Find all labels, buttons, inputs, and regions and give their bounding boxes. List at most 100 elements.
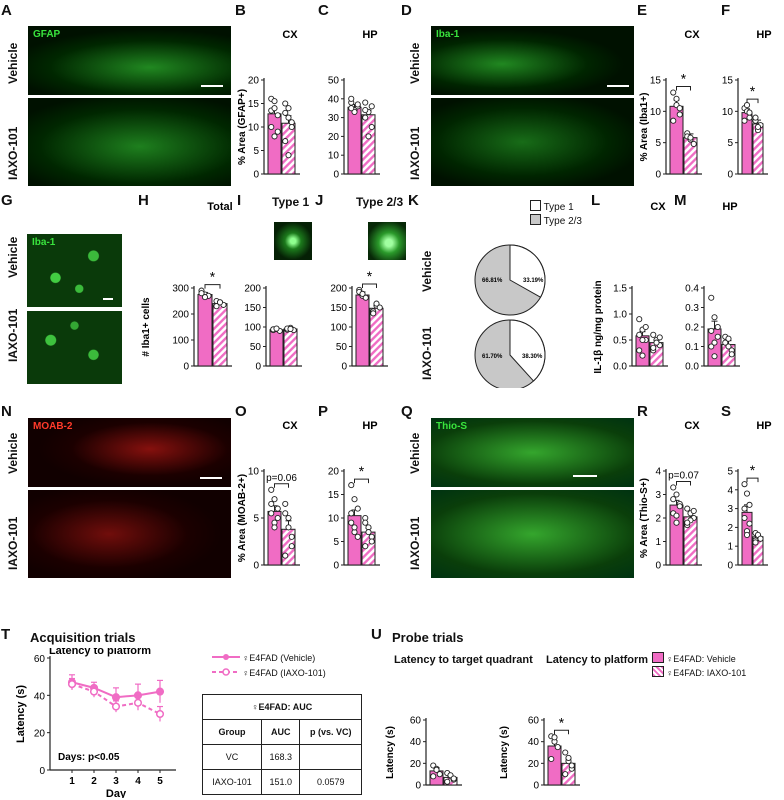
- y-tick-label: 0.3: [685, 303, 699, 314]
- y-tick-label: 10: [650, 107, 662, 118]
- y-axis-label: % Area (Thio-S+): [639, 478, 650, 558]
- panel-letter-n: N: [1, 403, 12, 420]
- data-point: [365, 133, 372, 140]
- x-axis-label: Day: [106, 788, 127, 798]
- chart-title: CX: [650, 201, 666, 213]
- data-point: [370, 310, 377, 317]
- significance-bracket: [746, 98, 759, 104]
- chart-title: HP: [756, 420, 771, 432]
- panel-letter-l: L: [591, 192, 601, 209]
- type1-cell-image: [274, 222, 312, 260]
- y-tick-label: 60: [528, 716, 540, 727]
- data-point: [746, 520, 753, 527]
- data-point: [288, 123, 295, 131]
- data-point: [752, 114, 759, 121]
- data-point: [711, 314, 718, 321]
- data-point: [111, 702, 121, 711]
- y-tick-label: 50: [250, 342, 262, 353]
- row-label-iaxo-n: IAXO-101: [6, 516, 20, 570]
- auc-table: ♀E4FAD: AUC Group AUC p (vs. VC) VC 168.…: [201, 694, 362, 795]
- pie-legend: Type 1 Type 2/3: [530, 200, 582, 228]
- y-tick-label: 10: [248, 123, 260, 134]
- data-point: [642, 323, 649, 331]
- data-point: [288, 533, 295, 540]
- y-tick-label: 0: [333, 561, 339, 572]
- panel-letter-e: E: [637, 2, 648, 19]
- significance-bracket: [676, 86, 691, 91]
- data-point: [673, 519, 680, 526]
- auc-cell: VC: [201, 744, 263, 770]
- data-point: [348, 482, 355, 489]
- y-tick-label: 15: [328, 490, 340, 501]
- line-chart-t: Latency to platform Latency (s) 0 20 40 60 1 2 3…: [15, 648, 176, 798]
- row-label-iaxo-q: IAXO-101: [408, 516, 422, 570]
- significance-label: *: [750, 462, 756, 478]
- data-point: [670, 484, 677, 491]
- y-tick-label: 5: [727, 467, 733, 478]
- data-point: [548, 755, 555, 763]
- data-point: [111, 693, 121, 702]
- y-tick-label: 0.5: [613, 336, 627, 347]
- data-point: [676, 503, 683, 510]
- data-point: [708, 327, 715, 334]
- u-target-title: Latency to target quadrant: [394, 654, 533, 666]
- y-axis-label: Latency (s): [15, 685, 27, 743]
- panel-letter-r: R: [637, 403, 648, 420]
- bar-chart-f: HP 0 5 10 15 *: [722, 29, 772, 181]
- significance-bracket: [746, 477, 759, 483]
- micrograph-iba1-zoom-iaxo: [27, 311, 122, 384]
- data-point: [271, 98, 278, 105]
- data-point: [282, 510, 289, 517]
- data-point: [376, 304, 383, 311]
- panel-letter-f: F: [721, 2, 731, 19]
- significance-bracket: [204, 284, 221, 289]
- legend-iaxo-u: ♀E4FAD: IAXO-101: [666, 668, 747, 678]
- y-axis-label: # Iba1+ cells: [141, 297, 152, 357]
- panel-letter-u: U: [371, 626, 382, 643]
- bar-chart-s: HP 0 1 2 3 4 5 *: [727, 420, 771, 572]
- y-tick-label: 100: [330, 323, 347, 334]
- pie-vehicle: [474, 244, 546, 316]
- data-point: [743, 531, 751, 538]
- data-point: [201, 294, 209, 301]
- bar-vehicle: [547, 745, 562, 786]
- scale-bar: [103, 298, 113, 300]
- data-point: [274, 128, 281, 135]
- significance-bracket: [554, 729, 569, 735]
- y-tick-label: 200: [244, 284, 261, 295]
- y-tick-label: 10: [328, 151, 340, 162]
- y-axis-label: Latency (s): [385, 726, 396, 779]
- y-tick-label: 20: [248, 76, 260, 87]
- y-tick-label: 0: [533, 781, 539, 792]
- y-tick-label: 4: [655, 467, 661, 478]
- auc-cell: 168.3: [261, 744, 301, 770]
- data-point: [271, 496, 278, 503]
- data-point: [282, 100, 289, 107]
- bar-chart-i: 0 50 100 150 200: [244, 284, 302, 373]
- data-point: [285, 514, 292, 522]
- significance-bracket: [354, 478, 369, 484]
- bar-chart-o: CX % Area (MOAB-2+) 0 5 10 p=0.06: [237, 420, 300, 572]
- data-point: [271, 105, 278, 112]
- significance-label: *: [681, 71, 687, 87]
- chart-title: HP: [362, 420, 377, 432]
- u-platform-title: Latency to platform: [546, 654, 649, 666]
- y-tick-label: 0.2: [685, 323, 699, 334]
- data-point: [746, 114, 753, 121]
- data-point: [133, 698, 143, 707]
- data-point: [708, 294, 715, 301]
- y-tick-label: 0: [333, 170, 339, 181]
- y-tick-label: 1: [655, 537, 661, 548]
- y-tick-label: 40: [528, 737, 540, 748]
- y-tick-label: 3: [655, 490, 661, 501]
- panel-letter-c: C: [318, 2, 329, 19]
- bar-vehicle: [267, 113, 282, 175]
- y-tick-label: 0: [655, 561, 661, 572]
- pie-iaxo: [474, 319, 546, 388]
- panel-letter-d: D: [401, 2, 412, 19]
- micrograph-iba1-zoom-vehicle: Iba-1: [27, 234, 122, 307]
- data-point: [271, 524, 278, 531]
- data-point: [198, 290, 205, 297]
- significance-bracket: [274, 483, 289, 488]
- legend-u: ♀E4FAD: Vehicle ♀E4FAD: IAXO-101: [652, 652, 746, 680]
